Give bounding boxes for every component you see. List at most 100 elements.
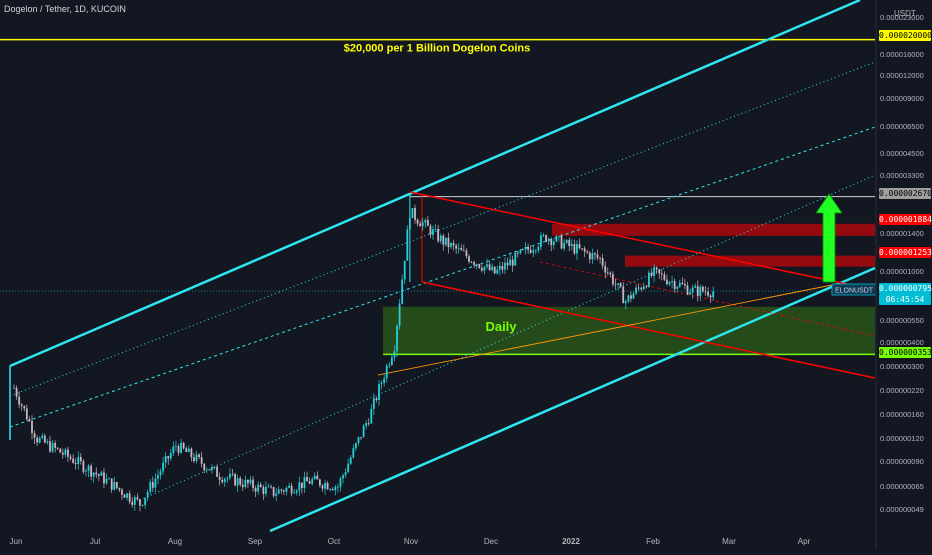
- candle-body: [182, 442, 185, 449]
- candle-body: [630, 295, 632, 299]
- candle-body: [601, 258, 604, 266]
- candle-body: [439, 235, 442, 242]
- x-tick-label: Jul: [90, 537, 100, 546]
- candle-body: [259, 484, 262, 488]
- candle-body: [378, 384, 380, 400]
- candle-body: [648, 272, 650, 287]
- candle-body: [712, 291, 715, 298]
- candle-body: [550, 238, 553, 246]
- candle-body: [357, 437, 360, 444]
- y-tick-label: 0.000006500: [880, 122, 924, 131]
- candle-body: [313, 475, 316, 479]
- candle-body: [666, 279, 668, 285]
- candle-body: [696, 286, 699, 296]
- candle-body: [326, 483, 329, 490]
- candle-body: [272, 487, 275, 496]
- candle-body: [583, 248, 586, 252]
- candle-body: [90, 465, 93, 477]
- candle-body: [668, 282, 671, 285]
- candle-body: [195, 454, 198, 462]
- candle-body: [694, 286, 697, 288]
- candle-body: [205, 469, 208, 471]
- candle-body: [596, 254, 599, 258]
- candle-body: [671, 281, 673, 283]
- candle-body: [527, 247, 530, 250]
- candle-body: [401, 279, 404, 304]
- candle-body: [262, 487, 265, 494]
- candle-body: [699, 286, 702, 296]
- candle-body: [501, 266, 504, 270]
- candle-body: [504, 262, 506, 270]
- candle-body: [290, 485, 293, 494]
- candle-body: [645, 286, 648, 288]
- candle-body: [424, 220, 427, 223]
- candle-body: [31, 420, 33, 434]
- candle-body: [678, 282, 681, 287]
- candle-body: [226, 477, 229, 479]
- candle-body: [522, 249, 524, 251]
- candle-body: [275, 493, 278, 496]
- candle-body: [560, 236, 563, 249]
- candle-body: [108, 478, 111, 480]
- candle-body: [604, 265, 607, 273]
- candle-body: [542, 235, 545, 236]
- candle-body: [172, 446, 175, 453]
- candle-body: [704, 291, 707, 293]
- candle-body: [123, 494, 126, 498]
- candle-body: [146, 491, 149, 498]
- candle-body: [198, 454, 200, 458]
- candle-body: [450, 243, 452, 248]
- candle-body: [180, 442, 182, 453]
- candle-body: [411, 208, 414, 218]
- candle-body: [203, 463, 206, 470]
- candle-body: [208, 469, 211, 471]
- candle-body: [128, 493, 131, 502]
- candle-body: [185, 448, 188, 452]
- candle-body: [41, 435, 44, 438]
- candle-body: [200, 457, 203, 464]
- candle-body: [187, 448, 190, 452]
- candle-body: [565, 240, 568, 244]
- channel-dotted-upper: [9, 61, 876, 397]
- candle-body: [131, 501, 134, 505]
- candle-body: [506, 262, 509, 266]
- candle-body: [133, 497, 136, 505]
- y-axis-currency[interactable]: USDT: [894, 9, 916, 18]
- candle-body: [488, 264, 491, 271]
- candle-body: [640, 287, 643, 290]
- candle-body: [509, 259, 512, 266]
- candle-body: [175, 446, 177, 447]
- candle-body: [223, 478, 226, 483]
- candle-body: [69, 456, 72, 459]
- candle-body: [149, 482, 152, 492]
- candle-body: [100, 472, 103, 476]
- candle-body: [681, 282, 684, 285]
- symbol-tag: ELONUSDT: [835, 288, 874, 295]
- candle-body: [218, 476, 221, 480]
- candle-body: [511, 259, 514, 266]
- candle-body: [637, 287, 640, 289]
- up-arrow-icon: [815, 193, 843, 283]
- candle-body: [689, 292, 691, 295]
- candle-body: [311, 478, 314, 484]
- candle-body: [110, 478, 113, 490]
- price-label: 06:45:54: [879, 294, 931, 305]
- candle-body: [336, 486, 339, 488]
- candle-body: [421, 222, 424, 227]
- candle-body: [650, 272, 653, 277]
- candle-body: [277, 489, 280, 494]
- candle-body: [342, 475, 344, 479]
- candle-body: [367, 422, 370, 424]
- candle-body: [609, 272, 612, 275]
- candle-body: [280, 489, 283, 491]
- candle-body: [519, 249, 522, 254]
- candle-body: [43, 435, 46, 443]
- y-tick-label: 0.000004500: [880, 149, 924, 158]
- candle-body: [591, 253, 594, 260]
- candle-body: [388, 364, 391, 366]
- candle-body: [352, 448, 355, 458]
- candle-body: [524, 247, 527, 250]
- candle-body: [46, 441, 49, 443]
